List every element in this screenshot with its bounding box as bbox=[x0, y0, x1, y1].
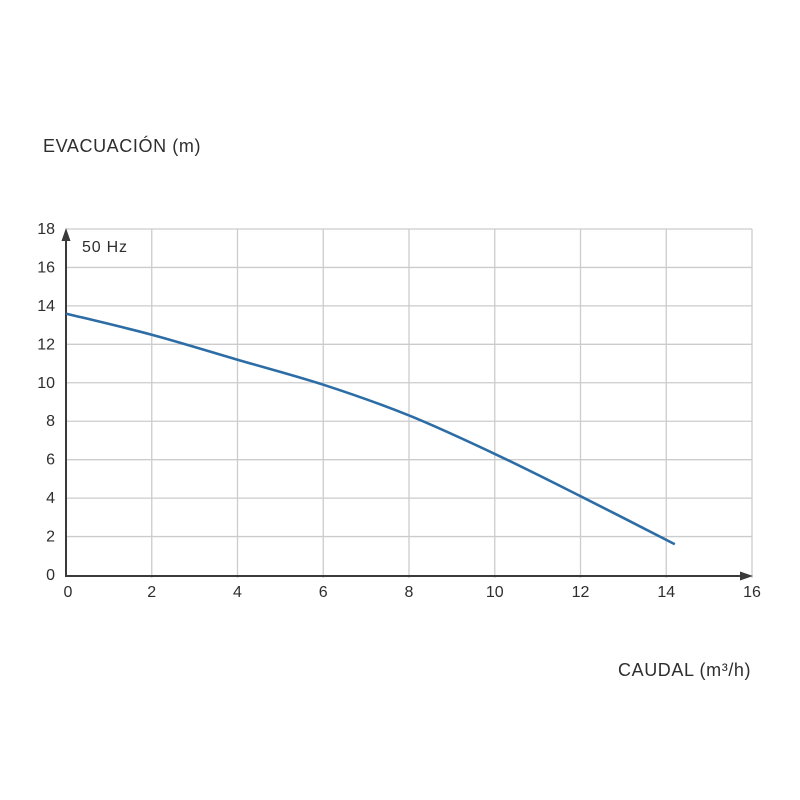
y-tick-label: 4 bbox=[46, 490, 55, 507]
y-tick-label: 10 bbox=[37, 375, 55, 392]
x-tick-label: 6 bbox=[319, 584, 328, 601]
frequency-annotation: 50 Hz bbox=[82, 239, 128, 256]
y-tick-label: 6 bbox=[46, 452, 55, 469]
x-tick-label: 2 bbox=[147, 584, 156, 601]
y-axis-arrow-icon bbox=[61, 228, 71, 241]
y-tick-label: 2 bbox=[46, 529, 55, 546]
pump-performance-curve bbox=[65, 312, 676, 546]
y-tick-label: 14 bbox=[37, 298, 55, 315]
y-tick-label: 16 bbox=[37, 259, 55, 276]
y-tick-label: 18 bbox=[37, 221, 55, 238]
x-tick-label: 16 bbox=[743, 584, 761, 601]
y-tick-label: 12 bbox=[37, 336, 55, 353]
x-tick-label: 8 bbox=[405, 584, 414, 601]
y-tick-label: 0 bbox=[46, 567, 55, 584]
y-axis-title: EVACUACIÓN (m) bbox=[43, 136, 202, 156]
y-tick-labels: 0 2 4 6 8 10 12 14 16 18 bbox=[37, 221, 55, 584]
x-tick-labels: 0 2 4 6 8 10 12 14 16 bbox=[64, 584, 761, 601]
axes bbox=[65, 239, 741, 577]
gridlines bbox=[66, 228, 753, 578]
x-tick-label: 4 bbox=[233, 584, 242, 601]
x-tick-label: 0 bbox=[64, 584, 73, 601]
x-tick-label: 14 bbox=[657, 584, 675, 601]
x-axis-title: CAUDAL (m³/h) bbox=[618, 660, 752, 680]
x-tick-label: 12 bbox=[572, 584, 590, 601]
x-tick-label: 10 bbox=[486, 584, 504, 601]
y-tick-label: 8 bbox=[46, 413, 55, 430]
x-axis-arrow-icon bbox=[740, 571, 753, 581]
